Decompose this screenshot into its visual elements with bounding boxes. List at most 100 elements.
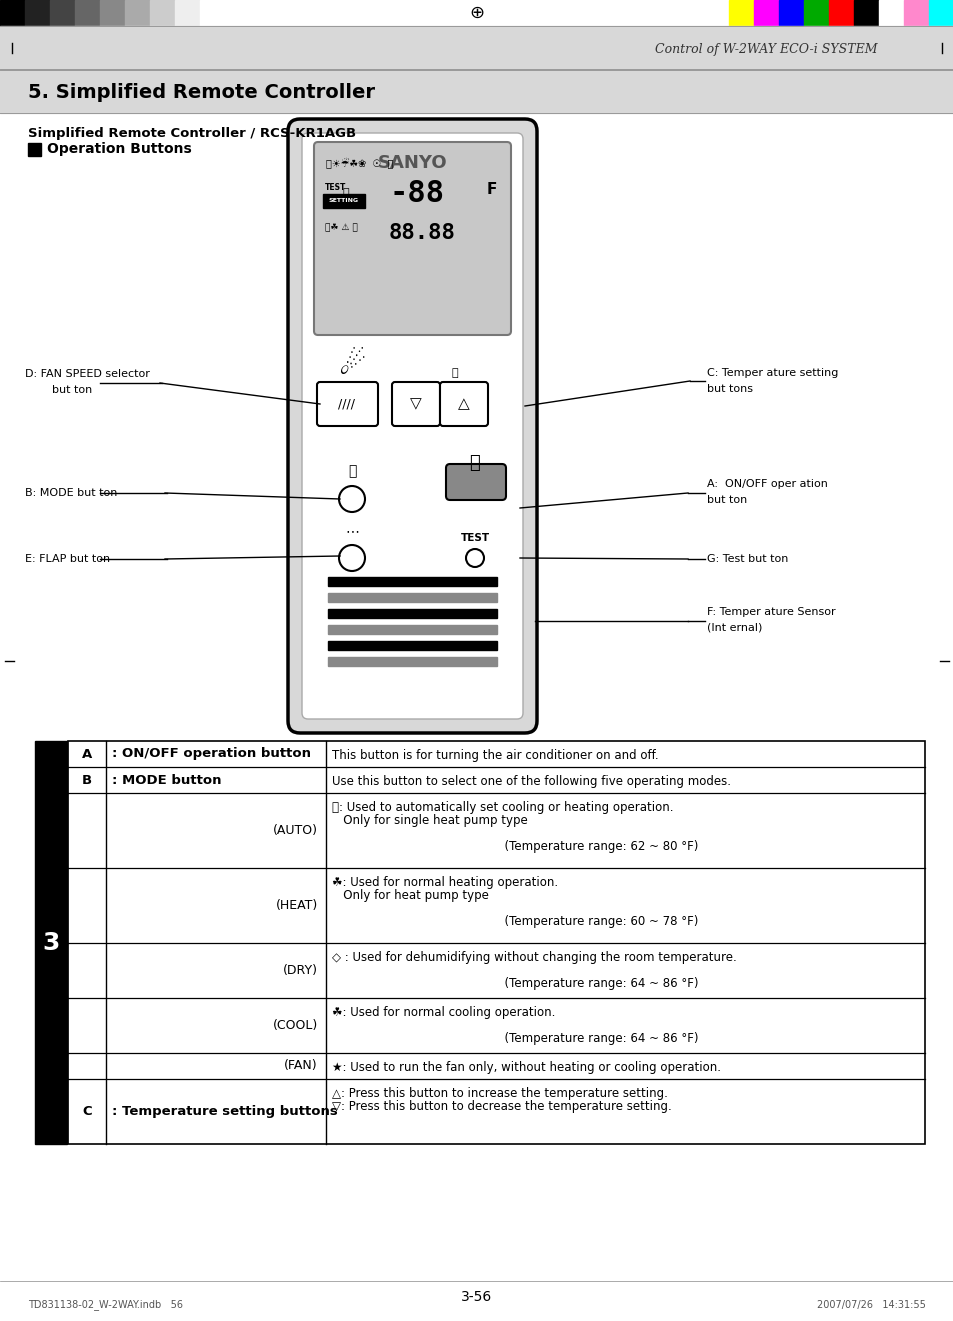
- Text: 🌡: 🌡: [451, 369, 457, 378]
- Bar: [328, 625, 497, 634]
- Text: Control of W-2WAY ECO-i SYSTEM: Control of W-2WAY ECO-i SYSTEM: [655, 42, 877, 55]
- Text: TEST: TEST: [460, 532, 489, 543]
- Text: (COOL): (COOL): [273, 1018, 317, 1032]
- Text: (Temperature range: 64 ~ 86 °F): (Temperature range: 64 ~ 86 °F): [332, 978, 698, 989]
- Text: Only for single heat pump type: Only for single heat pump type: [332, 814, 527, 827]
- Text: Ⓐ: Used to automatically set cooling or heating operation.: Ⓐ: Used to automatically set cooling or …: [332, 801, 673, 814]
- Text: but ton: but ton: [706, 495, 746, 505]
- Text: but tons: but tons: [706, 384, 752, 394]
- Bar: [174, 0, 200, 26]
- FancyBboxPatch shape: [439, 382, 488, 425]
- Text: 2007/07/26   14:31:55: 2007/07/26 14:31:55: [817, 1300, 925, 1310]
- Text: B: MODE but ton: B: MODE but ton: [25, 487, 117, 498]
- Text: 5. Simplified Remote Controller: 5. Simplified Remote Controller: [28, 82, 375, 102]
- Text: 3: 3: [42, 930, 60, 955]
- Text: (Int ernal): (Int ernal): [706, 624, 761, 633]
- Text: (DRY): (DRY): [283, 964, 317, 978]
- Bar: [68, 741, 924, 1144]
- Text: Only for heat pump type: Only for heat pump type: [332, 889, 488, 902]
- Text: ▽: Press this button to decrease the temperature setting.: ▽: Press this button to decrease the tem…: [332, 1100, 671, 1114]
- Bar: [753, 0, 779, 26]
- Bar: [779, 0, 803, 26]
- Text: : Temperature setting buttons: : Temperature setting buttons: [112, 1104, 337, 1118]
- Text: 📋: 📋: [348, 464, 355, 478]
- Bar: [50, 0, 75, 26]
- Text: 88.88: 88.88: [388, 223, 455, 243]
- Bar: [0, 70, 953, 114]
- Text: 3-56: 3-56: [461, 1291, 492, 1304]
- Bar: [903, 0, 928, 26]
- Bar: [328, 657, 497, 666]
- Text: ⏻: ⏻: [469, 454, 480, 472]
- Text: C: C: [82, 1104, 91, 1118]
- Text: TEST: TEST: [325, 184, 346, 193]
- Text: A: A: [82, 748, 92, 761]
- Bar: [150, 0, 174, 26]
- Bar: [0, 26, 953, 69]
- Bar: [200, 0, 225, 26]
- Text: SETTING: SETTING: [329, 198, 358, 203]
- Circle shape: [465, 550, 483, 567]
- Text: 🌡: 🌡: [342, 188, 349, 198]
- Text: ⊕: ⊕: [469, 4, 484, 22]
- Text: Operation Buttons: Operation Buttons: [47, 141, 192, 156]
- Text: ⋯: ⋯: [345, 524, 358, 538]
- Bar: [75, 0, 100, 26]
- Text: D: FAN SPEED selector: D: FAN SPEED selector: [25, 369, 150, 379]
- Text: (HEAT): (HEAT): [275, 900, 317, 911]
- Text: : MODE button: : MODE button: [112, 774, 221, 786]
- Text: This button is for turning the air conditioner on and off.: This button is for turning the air condi…: [332, 749, 658, 762]
- Text: △: Press this button to increase the temperature setting.: △: Press this button to increase the tem…: [332, 1087, 667, 1100]
- Text: F: F: [486, 181, 497, 197]
- FancyBboxPatch shape: [446, 464, 505, 501]
- Text: Simplified Remote Controller / RCS-KR1AGB: Simplified Remote Controller / RCS-KR1AG…: [28, 127, 355, 140]
- Text: E: FLAP but ton: E: FLAP but ton: [25, 553, 110, 564]
- Text: ////: ////: [338, 398, 355, 411]
- Text: G: Test but ton: G: Test but ton: [706, 553, 787, 564]
- Text: ▽: ▽: [410, 396, 421, 412]
- Text: : ON/OFF operation button: : ON/OFF operation button: [112, 748, 311, 761]
- Text: Ⓐ☀☔☘❀  ☉  ⬜: Ⓐ☀☔☘❀ ☉ ⬜: [326, 159, 393, 169]
- Text: SANYO: SANYO: [377, 155, 447, 172]
- Text: (Temperature range: 64 ~ 86 °F): (Temperature range: 64 ~ 86 °F): [332, 1032, 698, 1045]
- Text: ★: Used to run the fan only, without heating or cooling operation.: ★: Used to run the fan only, without hea…: [332, 1061, 720, 1074]
- Bar: [25, 0, 50, 26]
- Bar: [0, 0, 25, 26]
- Text: -88: -88: [389, 178, 444, 207]
- Text: F: Temper ature Sensor: F: Temper ature Sensor: [706, 608, 835, 617]
- FancyBboxPatch shape: [288, 119, 537, 733]
- Bar: [328, 593, 497, 602]
- Text: △: △: [457, 396, 470, 412]
- Bar: [100, 0, 125, 26]
- Bar: [35, 741, 67, 1144]
- Bar: [323, 194, 365, 207]
- Bar: [728, 0, 753, 26]
- Text: C: Temper ature setting: C: Temper ature setting: [706, 369, 838, 378]
- Text: ◇ : Used for dehumidifying without changing the room temperature.: ◇ : Used for dehumidifying without chang…: [332, 951, 736, 964]
- Circle shape: [338, 486, 365, 513]
- FancyBboxPatch shape: [314, 141, 511, 336]
- FancyBboxPatch shape: [302, 133, 522, 719]
- Text: (Temperature range: 60 ~ 78 °F): (Temperature range: 60 ~ 78 °F): [332, 915, 698, 927]
- Text: (FAN): (FAN): [284, 1059, 317, 1073]
- Bar: [328, 609, 497, 618]
- FancyBboxPatch shape: [316, 382, 377, 425]
- Bar: [853, 0, 878, 26]
- Text: but ton: but ton: [52, 384, 92, 395]
- Bar: [328, 641, 497, 650]
- Bar: [125, 0, 150, 26]
- Text: TD831138-02_W-2WAY.indb   56: TD831138-02_W-2WAY.indb 56: [28, 1300, 183, 1310]
- Text: ☄: ☄: [338, 350, 365, 379]
- Text: A:  ON/OFF oper ation: A: ON/OFF oper ation: [706, 480, 827, 489]
- Text: ☘: Used for normal heating operation.: ☘: Used for normal heating operation.: [332, 876, 558, 889]
- Bar: [928, 0, 953, 26]
- Bar: [828, 0, 853, 26]
- Text: ☘: Used for normal cooling operation.: ☘: Used for normal cooling operation.: [332, 1007, 555, 1018]
- Text: (AUTO): (AUTO): [273, 824, 317, 838]
- FancyBboxPatch shape: [392, 382, 439, 425]
- Bar: [878, 0, 903, 26]
- Bar: [328, 577, 497, 587]
- Text: (Temperature range: 62 ~ 80 °F): (Temperature range: 62 ~ 80 °F): [332, 840, 698, 853]
- Bar: [803, 0, 828, 26]
- Text: Use this button to select one of the following five operating modes.: Use this button to select one of the fol…: [332, 775, 730, 789]
